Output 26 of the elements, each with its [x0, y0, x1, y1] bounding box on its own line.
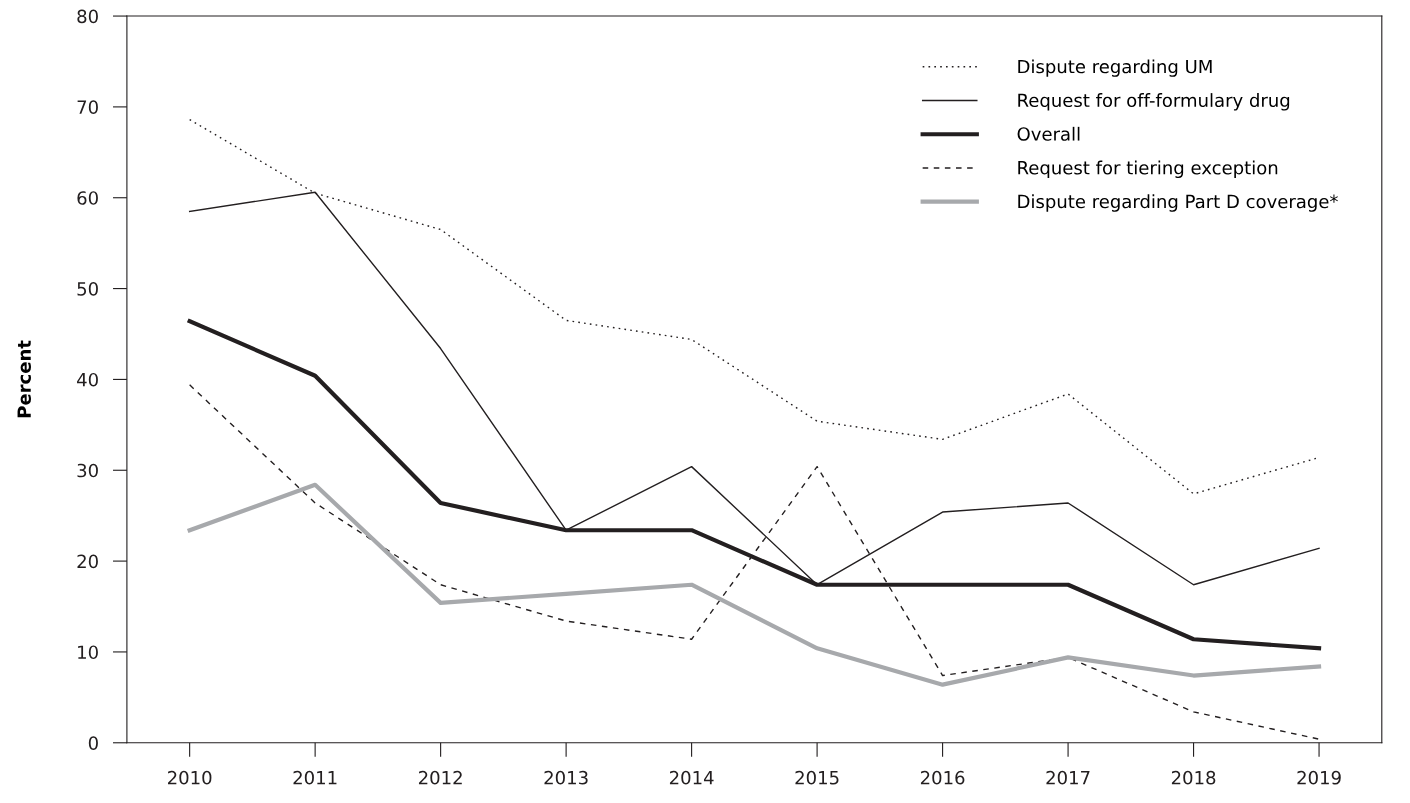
line-series [187, 482, 1322, 687]
x-tick-label: 2014 [669, 770, 714, 785]
y-tick-label: 0 [88, 736, 98, 750]
y-tick-label: 20 [77, 554, 98, 569]
x-tick-label: 2019 [1297, 770, 1341, 785]
y-tick-label: 60 [77, 191, 98, 205]
legend-label: Request for tiering exception [1018, 160, 1278, 179]
x-tick-label: 2015 [795, 770, 839, 785]
y-axis-title: Percent [17, 340, 31, 418]
y-tick-label: 40 [77, 372, 98, 387]
legend-label: Request for off-formulary drug [1018, 93, 1290, 111]
legend-label: Dispute regarding Part D coverage* [1018, 194, 1338, 212]
y-tick-label: 30 [77, 463, 98, 478]
y-tick-label: 80 [77, 9, 98, 24]
y-tick-label: 50 [77, 282, 98, 296]
x-tick-label: 2010 [167, 770, 212, 785]
y-tick-label: 10 [78, 645, 98, 660]
x-tick-label: 2013 [544, 770, 588, 785]
x-tick-label: 2017 [1046, 770, 1090, 785]
x-tick-label: 2011 [293, 770, 337, 785]
y-tick-label: 70 [77, 100, 98, 115]
x-tick-label: 2012 [418, 770, 462, 785]
legend-label: Dispute regarding UM [1018, 59, 1212, 77]
x-tick-label: 2016 [920, 770, 965, 785]
x-tick-label: 2018 [1171, 770, 1216, 785]
legend-label: Overall [1017, 126, 1080, 141]
